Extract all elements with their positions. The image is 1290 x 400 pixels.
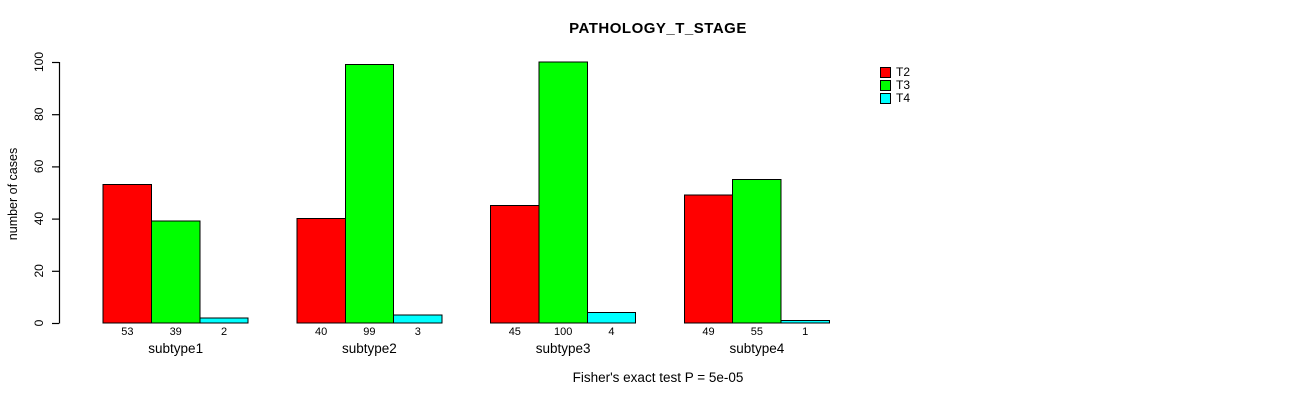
bar-value-label: 39 xyxy=(170,326,182,338)
legend-label: T4 xyxy=(896,91,911,105)
bar-value-label: 99 xyxy=(363,326,375,338)
y-axis-tick-label: 80 xyxy=(32,107,46,121)
bar-value-label: 53 xyxy=(121,326,133,338)
legend-label: T2 xyxy=(896,65,911,79)
category-label-subtype1: subtype1 xyxy=(148,341,203,356)
bar-T3-subtype2 xyxy=(344,64,395,324)
bar-value-label: 100 xyxy=(554,326,572,338)
legend-item-T3: T3 xyxy=(880,79,910,92)
bar-value-label: 55 xyxy=(751,326,763,338)
category-label-subtype4: subtype4 xyxy=(729,341,784,356)
bar-T4-subtype4 xyxy=(780,319,830,324)
chart-title: PATHOLOGY_T_STAGE xyxy=(569,20,747,37)
y-axis-tick-label: 0 xyxy=(32,319,46,326)
legend-swatch-T2 xyxy=(880,67,891,78)
category-label-subtype2: subtype2 xyxy=(342,341,397,356)
bar-T4-subtype3 xyxy=(586,312,637,324)
bar-value-label: 49 xyxy=(702,326,714,338)
bar-T4-subtype1 xyxy=(199,317,249,324)
legend: T2 T3 T4 xyxy=(880,66,910,105)
y-axis-tick-label: 40 xyxy=(32,212,46,226)
bar-T2-subtype4 xyxy=(683,194,734,324)
bar-value-label: 4 xyxy=(608,326,614,338)
bar-T4-subtype2 xyxy=(393,314,443,324)
bar-value-label: 1 xyxy=(802,326,808,338)
legend-item-T4: T4 xyxy=(880,92,910,105)
bar-value-label: 2 xyxy=(221,326,227,338)
annotation-text: Fisher's exact test P = 5e-05 xyxy=(572,370,744,385)
legend-swatch-T4 xyxy=(880,93,891,104)
legend-swatch-T3 xyxy=(880,80,891,91)
bar-T2-subtype3 xyxy=(490,205,540,324)
bar-T3-subtype1 xyxy=(151,220,201,324)
bar-T3-subtype3 xyxy=(538,61,588,324)
bar-value-label: 45 xyxy=(509,326,521,338)
category-label-subtype3: subtype3 xyxy=(536,341,591,356)
legend-label: T3 xyxy=(896,78,911,92)
bar-T2-subtype2 xyxy=(296,218,346,324)
y-axis-tick-label: 60 xyxy=(32,159,46,173)
legend-item-T2: T2 xyxy=(880,66,910,79)
bar-T2-subtype1 xyxy=(102,184,153,324)
bar-value-label: 40 xyxy=(315,326,327,338)
bar-T3-subtype4 xyxy=(732,178,782,324)
bar-value-label: 3 xyxy=(415,326,421,338)
y-axis-tick-label: 100 xyxy=(32,52,46,72)
y-axis-tick-label: 20 xyxy=(32,264,46,278)
